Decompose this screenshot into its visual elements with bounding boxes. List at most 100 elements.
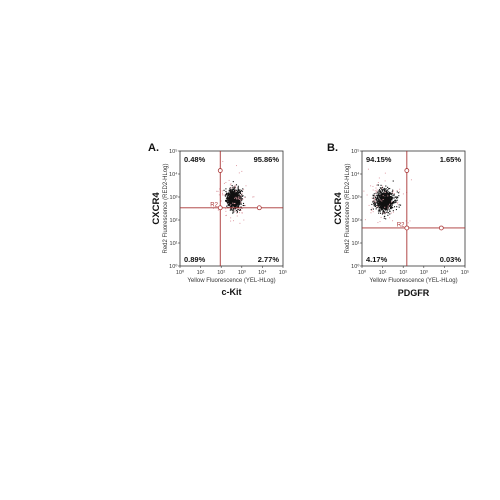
scatter-point [376, 206, 378, 209]
scatter-point [235, 199, 237, 201]
scatter-point [383, 187, 385, 189]
scatter-point [378, 208, 380, 210]
gate-handle[interactable] [217, 205, 223, 211]
scatter-point [395, 201, 397, 203]
outlier-point [373, 197, 375, 199]
y-tick-labels: 10⁰ 10¹ 10² 10³ 10⁴ 10⁵ [351, 148, 362, 270]
gate-handle[interactable] [438, 225, 444, 231]
scatter-point [395, 209, 397, 211]
scatter-point [232, 191, 234, 193]
scatter-point [381, 204, 383, 206]
gate-handle[interactable] [404, 225, 410, 231]
scatter-point [390, 196, 392, 198]
scatter-point [225, 200, 228, 202]
outlier-point [235, 190, 237, 192]
scatter-point [382, 205, 384, 207]
scatter-point [234, 201, 236, 203]
scatter-point [230, 205, 232, 207]
outlier-point [236, 215, 238, 217]
scatter-point [232, 194, 234, 196]
scatter-point [233, 194, 236, 197]
scatter-point [233, 208, 235, 210]
scatter-point [392, 197, 394, 199]
scatter-point [232, 207, 234, 210]
scatter-point [385, 199, 387, 201]
scatter-point [385, 205, 387, 207]
scatter-point [239, 190, 241, 193]
scatter-point [387, 206, 389, 208]
outlier-point [374, 200, 376, 202]
scatter-point [376, 201, 378, 203]
scatter-point [383, 192, 385, 194]
scatter-point [384, 213, 386, 215]
scatter-point [235, 194, 237, 196]
outlier-point [397, 201, 399, 203]
scatter-point [229, 203, 231, 205]
scatter-point [227, 202, 229, 204]
scatter-point [380, 203, 383, 205]
scatter-point [227, 192, 229, 194]
gate-handle[interactable] [256, 205, 262, 211]
gate-handle[interactable] [217, 168, 223, 173]
scatter-point [384, 197, 386, 199]
scatter-point [236, 200, 238, 202]
y-tick-label: 10³ [352, 195, 360, 201]
outlier-point [243, 189, 245, 191]
scatter-point [384, 203, 386, 205]
scatter-point [231, 193, 233, 195]
scatter-point [235, 203, 237, 205]
scatter-point [237, 185, 239, 187]
scatter-point [377, 197, 379, 199]
scatter-point [228, 189, 230, 191]
scatter-point [387, 196, 390, 198]
x-tick-labels: 10⁰ 10¹ 10² 10³ 10⁴ 10⁵ [358, 266, 469, 276]
outlier-point [402, 193, 404, 195]
scatter-point [391, 193, 393, 195]
scatter-point [231, 191, 233, 193]
scatter-point [234, 198, 236, 200]
scatter-point [239, 202, 242, 204]
scatter-point [378, 192, 380, 194]
scatter-point [385, 204, 387, 206]
outlier-point [409, 220, 411, 222]
outlier-point [212, 207, 214, 209]
scatter-point [398, 206, 400, 208]
scatter-point [394, 200, 396, 202]
scatter-point [377, 184, 379, 186]
scatter-point [386, 211, 388, 213]
outlier-point [217, 209, 219, 211]
outlier-point [390, 201, 392, 203]
scatter-point [395, 200, 397, 202]
gate-handle[interactable] [404, 168, 410, 173]
scatter-point [380, 197, 382, 199]
scatter-point [225, 195, 227, 197]
scatter-point [390, 193, 392, 195]
scatter-point [378, 201, 381, 203]
outlier-point [252, 196, 254, 198]
scatter-point [385, 209, 387, 211]
scatter-point [377, 202, 379, 204]
scatter-point [226, 201, 228, 203]
scatter-point [392, 201, 394, 203]
scatter-point [228, 204, 230, 207]
quadrant-lower-left: 0.89% [184, 255, 206, 264]
scatter-point [237, 191, 239, 193]
scatter-point [235, 184, 238, 186]
outlier-point [384, 180, 386, 182]
scatter-point [377, 206, 379, 208]
outlier-point [374, 190, 376, 192]
scatter-point [228, 193, 230, 195]
scatter-point [238, 206, 240, 208]
scatter-point [378, 203, 381, 205]
scatter-point [383, 190, 385, 192]
outlier-point [239, 196, 241, 198]
scatter-point [379, 206, 381, 208]
scatter-point [389, 192, 391, 194]
scatter-point [238, 189, 240, 192]
scatter-point [383, 210, 385, 212]
scatter-point [375, 197, 377, 199]
scatter-point [386, 203, 388, 205]
scatter-point [388, 203, 390, 205]
scatter-point [373, 197, 375, 199]
scatter-point [381, 213, 383, 215]
